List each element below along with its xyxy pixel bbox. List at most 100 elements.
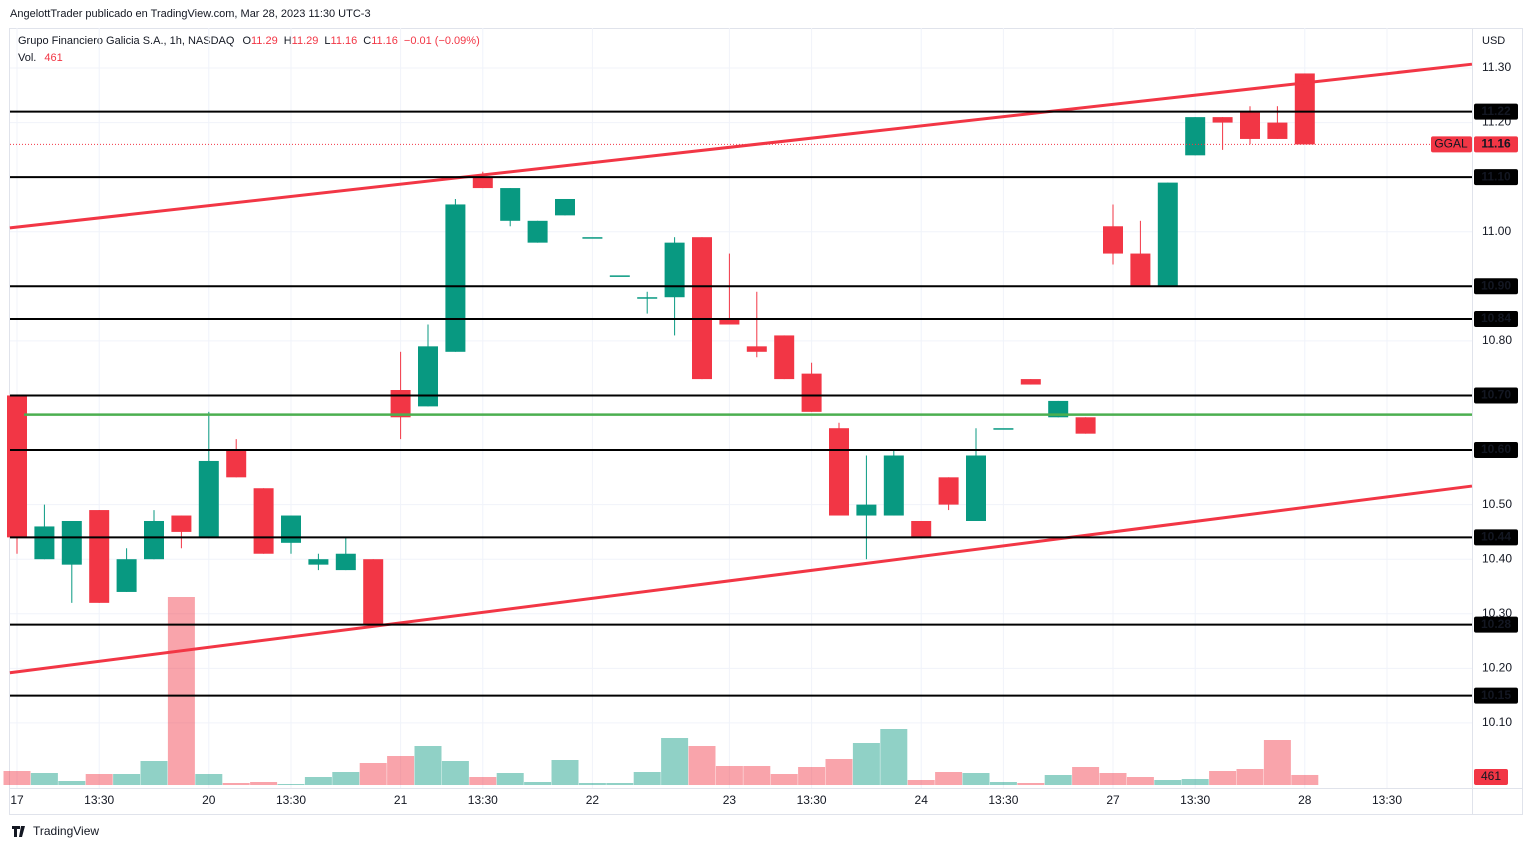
candle-body [1240, 111, 1260, 139]
symbol-tag: GGAL [1434, 137, 1468, 151]
candle-body [1157, 182, 1178, 287]
candle-body [226, 450, 247, 478]
volume-bar [85, 774, 113, 785]
candle-body [938, 477, 959, 505]
candle-body [89, 510, 110, 603]
volume-bar [30, 773, 58, 785]
candle-body [281, 515, 301, 543]
candle-body [390, 390, 411, 418]
level-label-bg [1474, 529, 1518, 546]
volume-bar [222, 783, 250, 785]
candle-body [883, 455, 904, 516]
volume-bar [1291, 774, 1319, 785]
volume-bar [1263, 740, 1291, 785]
volume-bar [277, 784, 305, 785]
x-tick-label: 13:30 [797, 793, 827, 807]
candle-body [1020, 379, 1041, 385]
volume-bar [578, 783, 606, 785]
level-label-bg [1474, 103, 1518, 120]
candle-body [527, 220, 548, 243]
level-label: 11.22 [1481, 104, 1511, 118]
candle-body [1212, 117, 1233, 123]
level-label-bg [1474, 169, 1518, 186]
volume-bar [359, 763, 387, 785]
y-tick-label: 10.50 [1482, 497, 1512, 511]
candle-body [1294, 73, 1315, 145]
volume-bar [1126, 777, 1154, 785]
level-label: 10.28 [1481, 617, 1511, 631]
volume-bar [140, 761, 168, 785]
volume-bar [1181, 779, 1209, 785]
level-label-bg [1474, 387, 1518, 404]
candle-body [1103, 226, 1123, 254]
volume-bar [825, 759, 853, 785]
candle-body [144, 520, 164, 560]
volume-bar [606, 783, 634, 785]
symbol-tag-bg [1431, 136, 1472, 153]
volume-bar [743, 766, 771, 785]
volume-bar [770, 774, 798, 785]
volume-bar [962, 773, 990, 785]
candle-body [500, 188, 521, 221]
publisher: AngelottTrader publicado en TradingView.… [10, 8, 371, 20]
level-label-bg [1474, 616, 1518, 633]
ohlc-key: H [284, 35, 292, 47]
ohlc-value: 11.29 [251, 35, 278, 47]
candle-body [253, 488, 274, 554]
volume-bar [1072, 767, 1100, 785]
symbol: Grupo Financiero Galicia S.A., 1h, NASDA… [18, 35, 235, 47]
volume-bar [1154, 780, 1182, 785]
candle-body [171, 515, 192, 532]
volume-bar [167, 597, 195, 785]
candle-body [308, 559, 329, 565]
volume-bar [250, 782, 278, 785]
volume-bar [524, 782, 552, 785]
candle-body [555, 198, 575, 216]
candle-body [609, 275, 630, 277]
level-label-bg [1474, 278, 1518, 295]
x-tick-label: 13:30 [468, 793, 498, 807]
level-label-bg [1474, 442, 1518, 459]
volume-bar [661, 738, 689, 785]
last-price-bg [1474, 136, 1518, 153]
candle-body [856, 504, 877, 516]
candle-body [7, 395, 27, 538]
ohlc-value: 11.16 [371, 35, 398, 47]
level-label: 10.15 [1481, 688, 1511, 702]
volume-tag-bg [1474, 769, 1508, 785]
ohlc-key: C [363, 35, 371, 47]
volume-bar [1017, 783, 1045, 785]
x-tick-label: 23 [723, 793, 737, 807]
volume-bar [387, 756, 415, 785]
x-tick-label: 13:30 [276, 793, 306, 807]
change: −0.01 (−0.09%) [404, 35, 480, 47]
level-label: 10.70 [1481, 388, 1511, 402]
volume-bar [907, 780, 935, 785]
candle-body [1267, 122, 1288, 139]
volume-bar [715, 766, 743, 785]
brand: TradingView [33, 824, 99, 838]
candle-body [61, 520, 82, 565]
candle-body [829, 428, 849, 516]
x-tick-label: 21 [394, 793, 408, 807]
volume-key: Vol. [18, 52, 36, 64]
x-tick-label: 13:30 [1372, 793, 1402, 807]
level-label-bg [1474, 311, 1518, 328]
candle-body [418, 346, 438, 407]
y-tick-label: 10.10 [1482, 715, 1512, 729]
x-tick-label: 13:30 [84, 793, 114, 807]
candle-body [637, 297, 658, 299]
volume-bar [469, 777, 497, 785]
candle-body [746, 346, 767, 352]
x-tick-label: 20 [202, 793, 216, 807]
candle-body [34, 526, 55, 560]
volume-tag: 461 [1481, 769, 1501, 783]
ohlc-value: 11.16 [331, 35, 358, 47]
trendline [9, 62, 1473, 230]
symbol-line: Grupo Financiero Galicia S.A., 1h, NASDA… [18, 35, 480, 47]
candle-body [966, 455, 986, 521]
candle-body [719, 319, 740, 325]
level-label-bg [1474, 687, 1518, 704]
y-tick-label: 10.80 [1482, 333, 1512, 347]
